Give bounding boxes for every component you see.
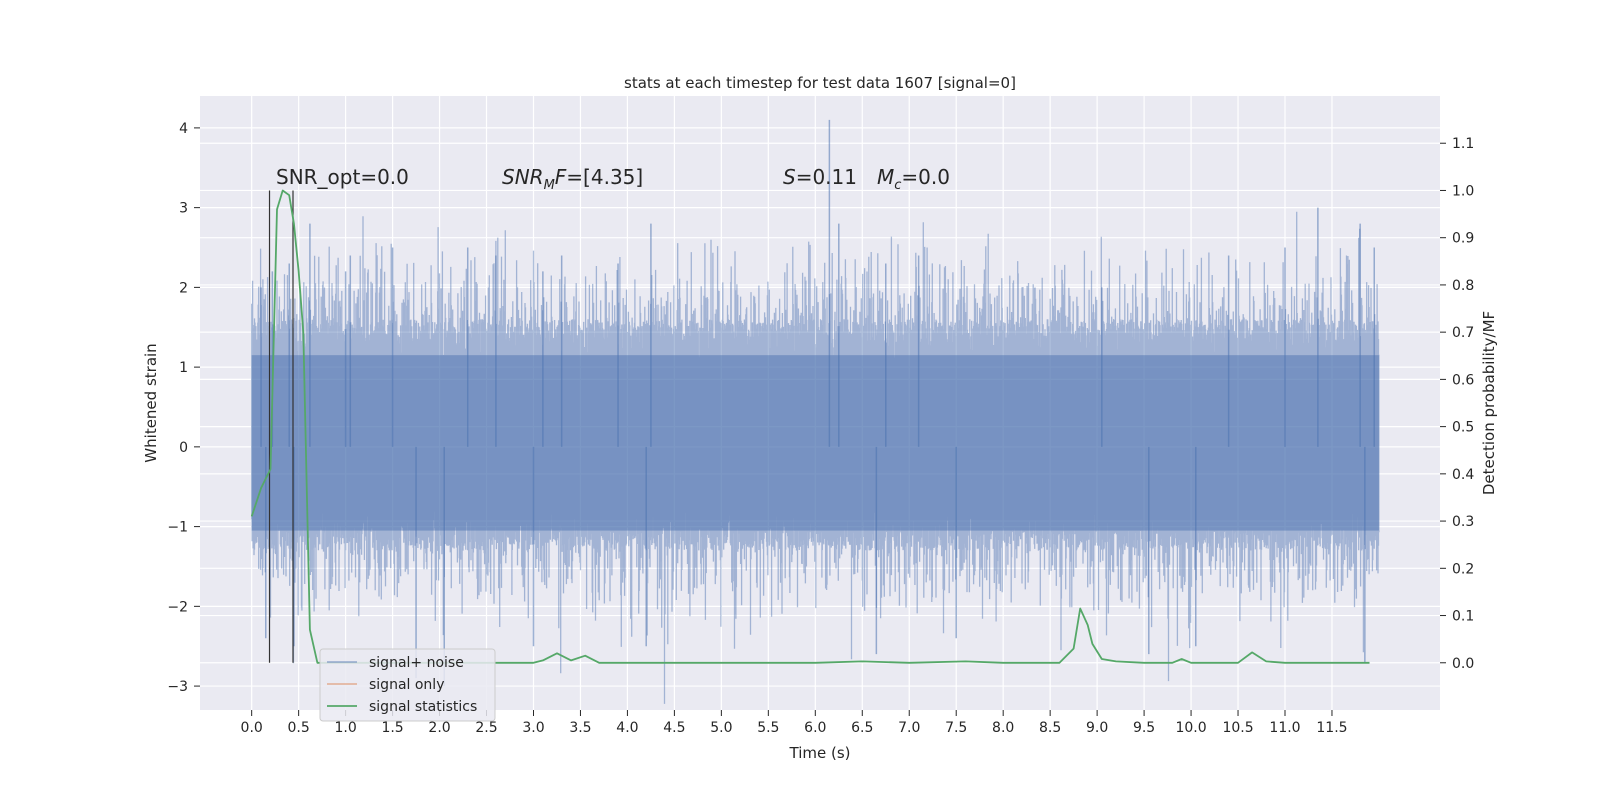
y2-axis-title: Detection probability/MF [1480, 311, 1498, 495]
x-tick-label-1: 0.5 [288, 720, 310, 736]
y2-tick-label-1: 0.1 [1452, 609, 1474, 625]
x-tick-label-9: 4.5 [663, 720, 685, 736]
y-tick-label-1: −2 [167, 599, 188, 615]
x-tick-label-21: 10.5 [1222, 720, 1253, 736]
chart-title: stats at each timestep for test data 160… [624, 74, 1016, 92]
y-axis-left: −3 −2 −1 0 1 2 3 4 [167, 121, 200, 695]
x-tick-label-7: 3.5 [569, 720, 591, 736]
y-tick-label-4: 1 [179, 360, 188, 376]
legend-label-signal-only: signal only [369, 677, 444, 693]
y-tick-label-6: 3 [179, 201, 188, 217]
x-tick-label-16: 8.0 [992, 720, 1014, 736]
x-tick-label-19: 9.5 [1133, 720, 1155, 736]
annotation-snr-mf: SNRMF=[4.35] [502, 165, 643, 193]
vertical-markers [268, 190, 294, 663]
y2-tick-label-0: 0.0 [1452, 656, 1474, 672]
x-tick-label-12: 6.0 [804, 720, 826, 736]
signal-noise-series [251, 119, 1380, 704]
annotation-mc: Mc=0.0 [877, 165, 950, 193]
x-tick-label-3: 1.5 [381, 720, 403, 736]
x-tick-label-8: 4.0 [616, 720, 638, 736]
x-tick-label-10: 5.0 [710, 720, 732, 736]
x-tick-label-5: 2.5 [475, 720, 497, 736]
x-axis-title: Time (s) [789, 744, 851, 762]
signal-noise-trace [251, 211, 1380, 704]
y2-tick-label-7: 0.7 [1452, 325, 1474, 341]
y2-tick-label-6: 0.6 [1452, 372, 1474, 388]
x-tick-label-2: 1.0 [334, 720, 356, 736]
y-tick-label-3: 0 [179, 440, 188, 456]
annotation-s: S=0.11 [783, 165, 857, 189]
annotation-snr-opt: SNR_opt=0.0 [276, 165, 409, 189]
x-tick-label-15: 7.5 [945, 720, 967, 736]
signal-statistics-series [250, 189, 1370, 664]
y-axis-title: Whitened strain [142, 343, 160, 462]
y-axis-right: 0.0 0.1 0.2 0.3 0.4 0.5 0.6 0.7 0.8 0.9 1.0 1.1 [1440, 136, 1474, 672]
y2-tick-label-9: 0.9 [1452, 231, 1474, 247]
x-tick-label-20: 10.0 [1175, 720, 1206, 736]
y-tick-label-7: 4 [179, 121, 188, 137]
signal-noise-band [251, 355, 1379, 531]
x-tick-label-14: 7.0 [898, 720, 920, 736]
y2-tick-label-2: 0.2 [1452, 561, 1474, 577]
x-tick-label-11: 5.5 [757, 720, 779, 736]
x-tick-label-0: 0.0 [241, 720, 263, 736]
y2-tick-label-10: 1.0 [1452, 183, 1474, 199]
y2-tick-label-8: 0.8 [1452, 278, 1474, 294]
y-tick-label-5: 2 [179, 280, 188, 296]
legend-label-signal-noise: signal+ noise [369, 655, 464, 671]
y2-tick-label-3: 0.3 [1452, 514, 1474, 530]
signal-statistics-line [250, 189, 1370, 664]
x-tick-label-22: 11.0 [1269, 720, 1300, 736]
x-tick-label-6: 3.0 [522, 720, 544, 736]
legend-label-signal-statistics: signal statistics [369, 699, 477, 715]
x-tick-label-17: 8.5 [1039, 720, 1061, 736]
x-tick-label-13: 6.5 [851, 720, 873, 736]
x-tick-label-4: 2.0 [428, 720, 450, 736]
y-tick-label-2: −1 [167, 520, 188, 536]
y-tick-label-0: −3 [167, 679, 188, 695]
x-tick-label-23: 11.5 [1316, 720, 1347, 736]
y2-tick-label-4: 0.4 [1452, 467, 1474, 483]
x-axis: 0.0 0.5 1.0 1.5 2.0 2.5 3.0 3.5 4.0 4.5 5.0 5.5 6.0 6… [241, 710, 1348, 736]
x-tick-label-18: 9.0 [1086, 720, 1108, 736]
legend: signal+ noise signal only signal statist… [319, 648, 496, 722]
legend-box [319, 648, 496, 722]
y2-tick-label-5: 0.5 [1452, 420, 1474, 436]
y2-tick-label-11: 1.1 [1452, 136, 1474, 152]
